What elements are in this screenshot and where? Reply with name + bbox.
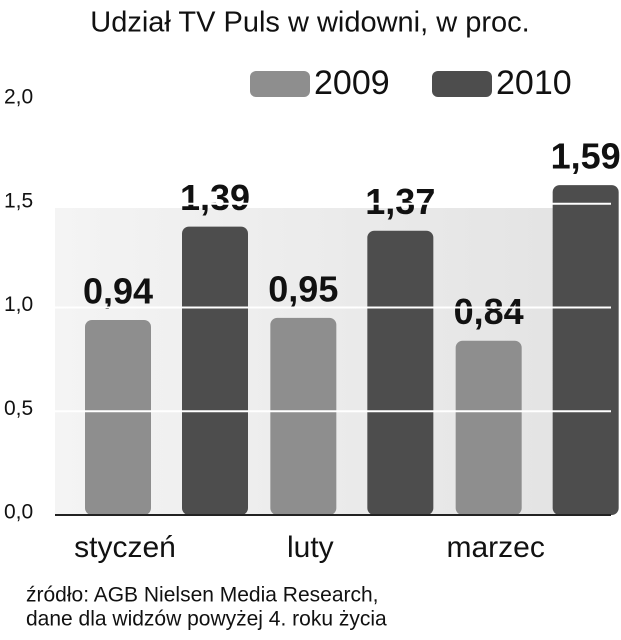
x-tick-label: marzec bbox=[446, 531, 544, 564]
x-tick-label: styczeń bbox=[74, 531, 176, 564]
source-line: źródło: AGB Nielsen Media Research, bbox=[26, 584, 379, 607]
bar bbox=[85, 319, 151, 515]
bar bbox=[270, 317, 337, 515]
source-line: dane dla widzów powyżej 4. roku życia bbox=[26, 608, 387, 631]
y-tick-label: 2,0 bbox=[4, 86, 33, 109]
legend-swatch bbox=[250, 71, 310, 97]
bar bbox=[367, 230, 434, 515]
bar bbox=[455, 340, 522, 515]
x-tick-label: luty bbox=[287, 531, 334, 564]
value-label: 0,95 bbox=[268, 268, 338, 309]
value-label: 0,94 bbox=[83, 270, 153, 311]
y-tick-label: 1,0 bbox=[4, 293, 33, 316]
bar bbox=[182, 226, 248, 515]
bar bbox=[552, 185, 619, 515]
y-tick-label: 1,5 bbox=[4, 189, 33, 212]
legend-label: 2009 bbox=[314, 64, 390, 102]
value-label: 1,39 bbox=[180, 177, 250, 218]
y-tick-label: 0,0 bbox=[4, 501, 33, 524]
legend-swatch bbox=[432, 71, 492, 97]
chart-title: Udział TV Puls w widowni, w proc. bbox=[90, 7, 529, 39]
value-label: 1,59 bbox=[551, 136, 621, 177]
legend-label: 2010 bbox=[496, 64, 572, 102]
y-tick-label: 0,5 bbox=[4, 397, 33, 420]
value-label: 0,84 bbox=[454, 291, 524, 332]
value-label: 1,37 bbox=[365, 181, 435, 222]
